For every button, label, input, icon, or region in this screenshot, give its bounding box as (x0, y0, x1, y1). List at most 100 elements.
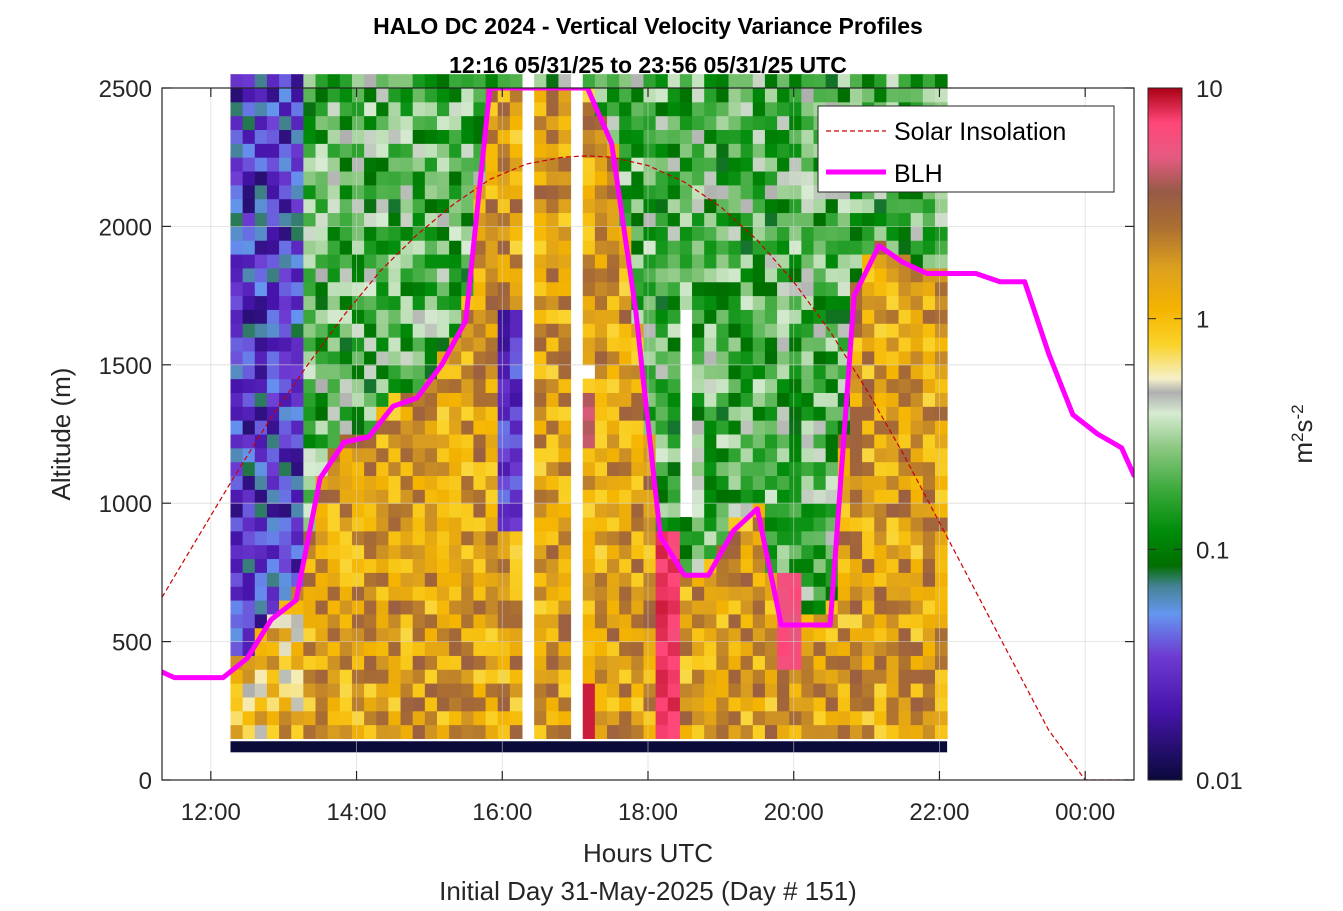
heatmap-cell (291, 655, 304, 670)
heatmap-cell (546, 101, 559, 117)
heatmap-cell (594, 517, 608, 532)
heatmap-cell (424, 184, 438, 200)
heatmap-cell (631, 710, 644, 726)
heatmap-cell (364, 558, 377, 573)
heatmap-cell (461, 184, 474, 200)
heatmap-cell (230, 364, 244, 380)
heatmap-cell (254, 115, 268, 131)
heatmap-cell (351, 171, 365, 186)
heatmap-cell (862, 337, 875, 352)
heatmap-cell (643, 696, 657, 712)
heatmap-cell (582, 406, 596, 421)
heatmap-cell (497, 337, 511, 352)
heatmap-cell (315, 226, 329, 241)
heatmap-cell (582, 157, 596, 172)
heatmap-cell (922, 724, 936, 739)
heatmap-cell (704, 447, 717, 463)
heatmap-cell (315, 655, 329, 670)
heatmap-cell (339, 613, 353, 629)
heatmap-cell (485, 489, 499, 504)
heatmap-cell (910, 600, 924, 615)
heatmap-cell (279, 683, 292, 698)
heatmap-cell (230, 88, 244, 103)
heatmap-cell (728, 337, 742, 352)
heatmap-cell (485, 420, 499, 435)
heatmap-cell (849, 461, 863, 477)
heatmap-cell (424, 558, 438, 573)
heatmap-cell (607, 240, 620, 255)
heatmap-cell (934, 323, 948, 338)
heatmap-cell (388, 627, 402, 643)
heatmap-cell (631, 696, 644, 712)
heatmap-cell (740, 295, 754, 310)
heatmap-cell (436, 254, 450, 269)
heatmap-cell (813, 641, 827, 656)
heatmap-cell (910, 710, 924, 726)
heatmap-cell (279, 309, 292, 324)
heatmap-cell (327, 74, 341, 89)
heatmap-cell (497, 323, 511, 338)
heatmap-cell (315, 240, 329, 255)
heatmap-cell (631, 613, 644, 629)
heatmap-cell (509, 198, 523, 214)
heatmap-cell (898, 88, 912, 103)
heatmap-cell (351, 586, 365, 601)
heatmap-cell (509, 572, 523, 587)
heatmap-cell (862, 696, 875, 712)
heatmap-cell (619, 627, 632, 643)
heatmap-cell (485, 226, 499, 241)
heatmap-cell (242, 157, 256, 172)
heatmap-cell (364, 600, 377, 615)
heatmap-cell (351, 655, 365, 670)
heatmap-cell (327, 226, 341, 241)
heatmap-cell (339, 212, 353, 227)
heatmap-cell (692, 420, 705, 435)
heatmap-cell (789, 184, 802, 200)
heatmap-cell (327, 586, 341, 601)
heatmap-cell (327, 212, 341, 227)
heatmap-cell (473, 683, 487, 698)
heatmap-cell (801, 157, 815, 172)
heatmap-cell (412, 710, 426, 726)
heatmap-cell (849, 350, 863, 366)
heatmap-cell (740, 641, 754, 656)
heatmap-cell (728, 364, 742, 380)
heatmap-cell (376, 503, 389, 518)
heatmap-cell (339, 489, 353, 504)
heatmap-cell (704, 212, 717, 227)
heatmap-cell (582, 392, 596, 407)
heatmap-cell (303, 600, 317, 615)
heatmap-cell (558, 655, 572, 670)
heatmap-cell (315, 184, 329, 200)
heatmap-cell (509, 627, 523, 643)
heatmap-cell (279, 254, 292, 269)
heatmap-cell (704, 586, 717, 601)
heatmap-cell (655, 724, 669, 739)
heatmap-cell (934, 434, 948, 449)
heatmap-cell (582, 641, 596, 656)
heatmap-cell (922, 295, 936, 310)
heatmap-cell (388, 350, 402, 366)
heatmap-cell (339, 88, 353, 103)
heatmap-cell (874, 447, 887, 463)
heatmap-cell (424, 171, 438, 186)
heatmap-cell (461, 627, 474, 643)
heatmap-cell (388, 240, 402, 255)
heatmap-cell (631, 184, 644, 200)
heatmap-cell (728, 696, 742, 712)
heatmap-cell (728, 613, 742, 629)
heatmap-cell (764, 627, 778, 643)
heatmap-cell (594, 655, 608, 670)
heatmap-cell (497, 364, 511, 380)
heatmap-cell (449, 254, 462, 269)
heatmap-cell (424, 226, 438, 241)
heatmap-cell (473, 101, 487, 117)
heatmap-cell (388, 517, 402, 532)
heatmap-cell (922, 378, 936, 393)
heatmap-cell (607, 364, 620, 380)
heatmap-cell (862, 489, 875, 504)
heatmap-cell (874, 683, 887, 698)
heatmap-cell (862, 683, 875, 698)
heatmap-cell (728, 461, 742, 477)
colorbar-tick-label: 1 (1196, 307, 1209, 334)
